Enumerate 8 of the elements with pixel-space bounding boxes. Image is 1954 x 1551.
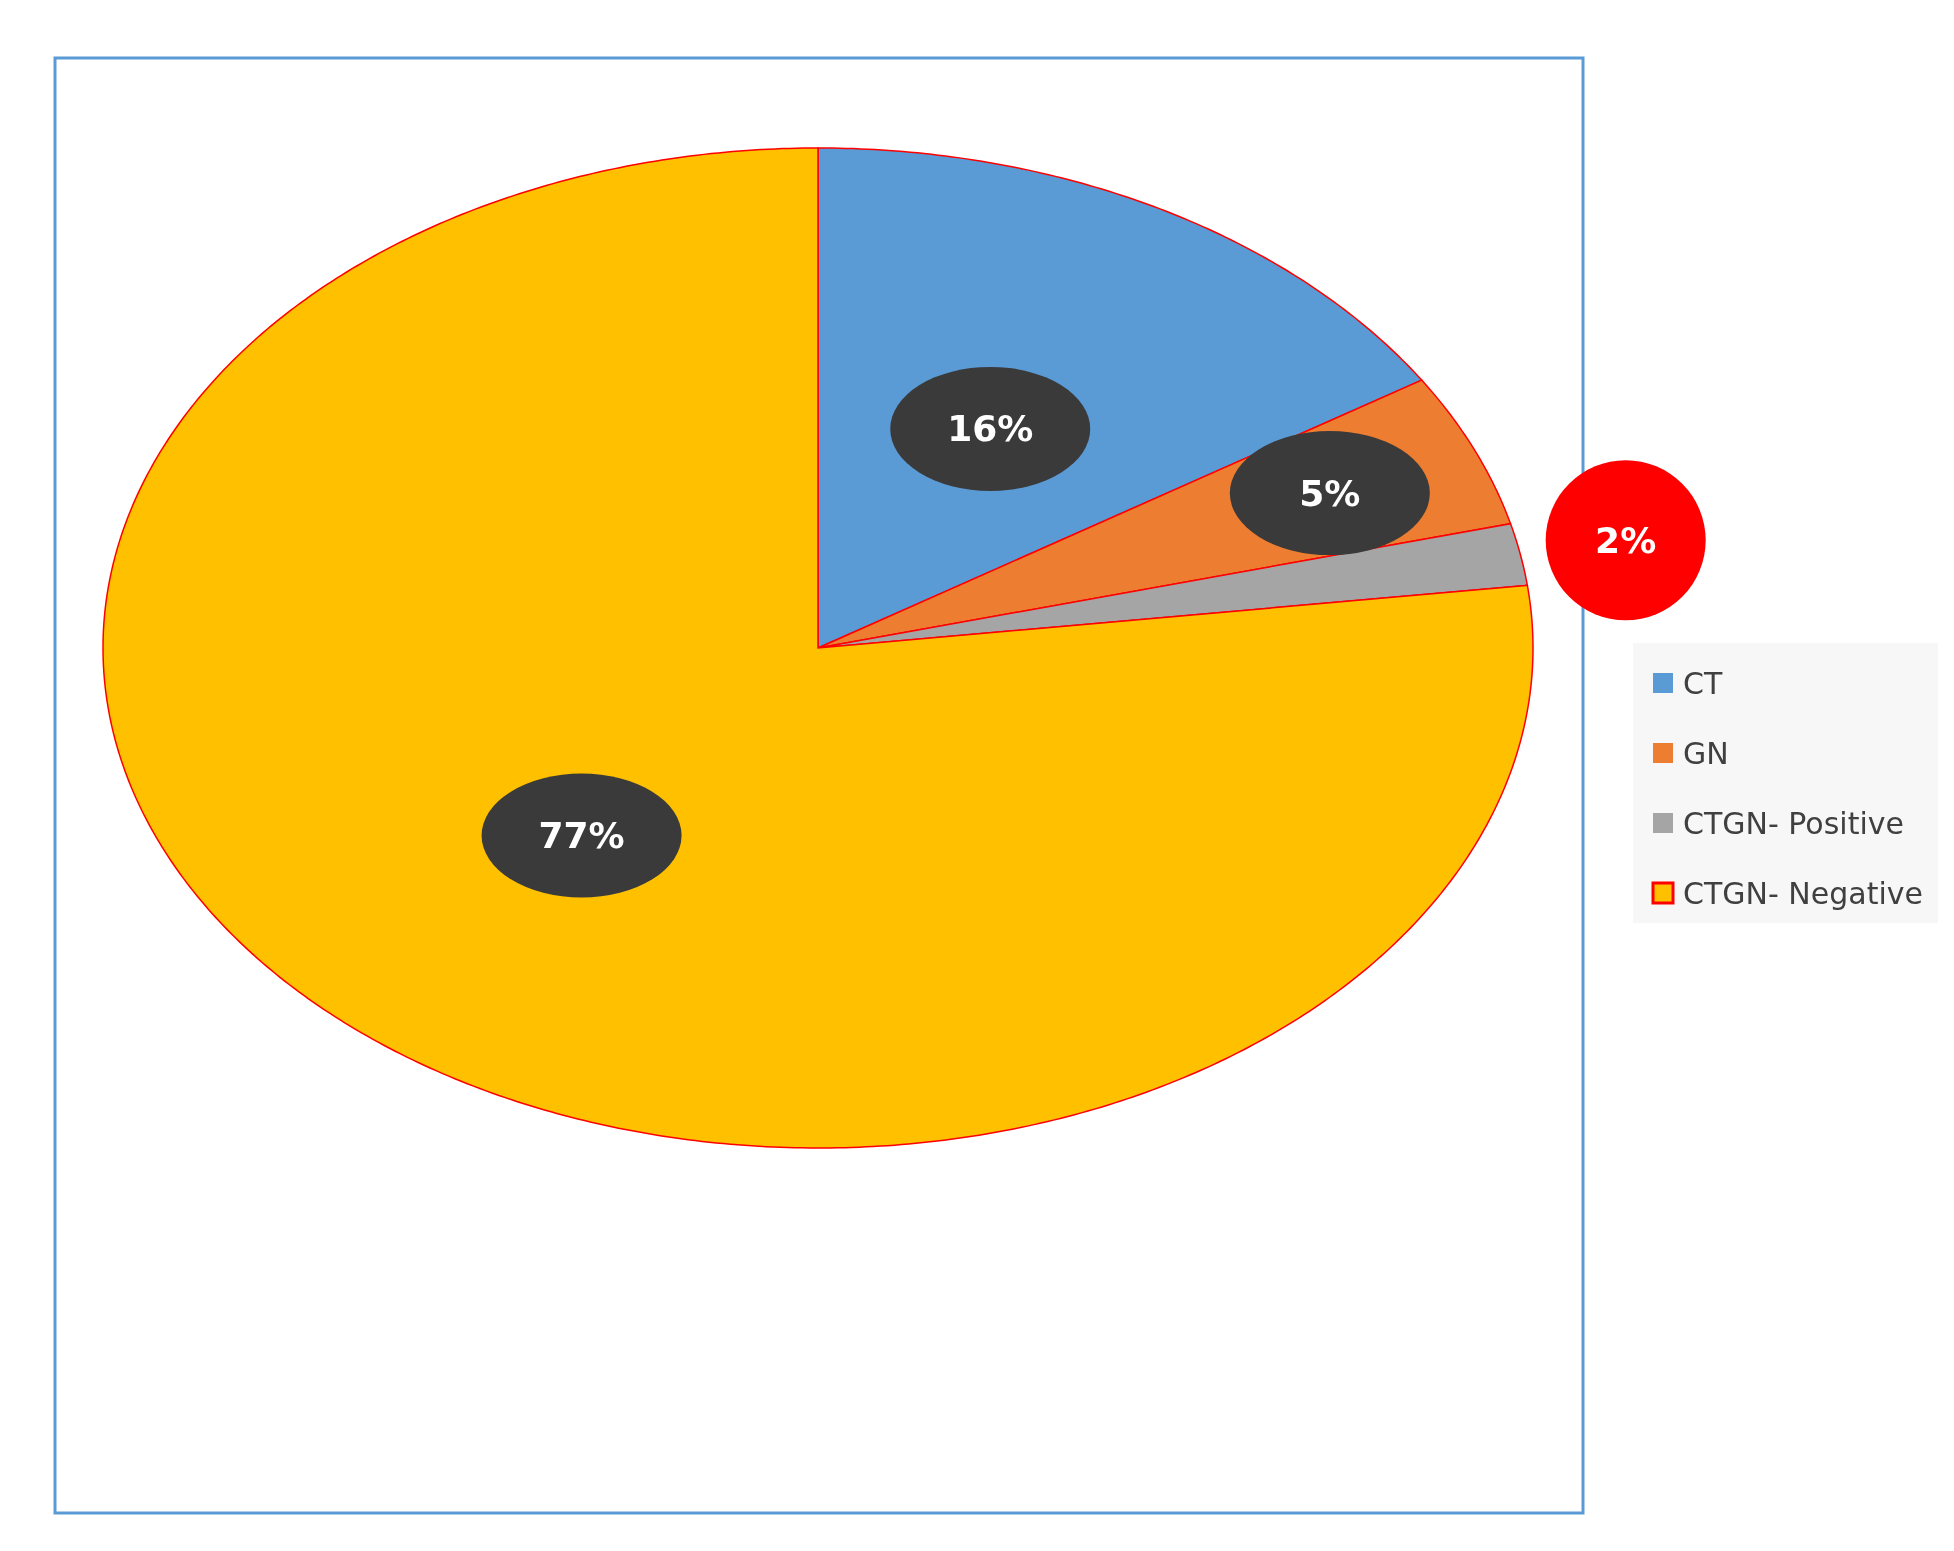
data-label: 77% xyxy=(538,815,625,857)
data-label: 16% xyxy=(947,408,1034,450)
legend-label: CTGN- Negative xyxy=(1683,875,1923,911)
legend-label: CT xyxy=(1683,665,1723,701)
data-label: 5% xyxy=(1299,472,1361,514)
legend-label: CTGN- Positive xyxy=(1683,805,1904,841)
data-label: 2% xyxy=(1595,519,1657,561)
legend-label: GN xyxy=(1683,735,1729,771)
